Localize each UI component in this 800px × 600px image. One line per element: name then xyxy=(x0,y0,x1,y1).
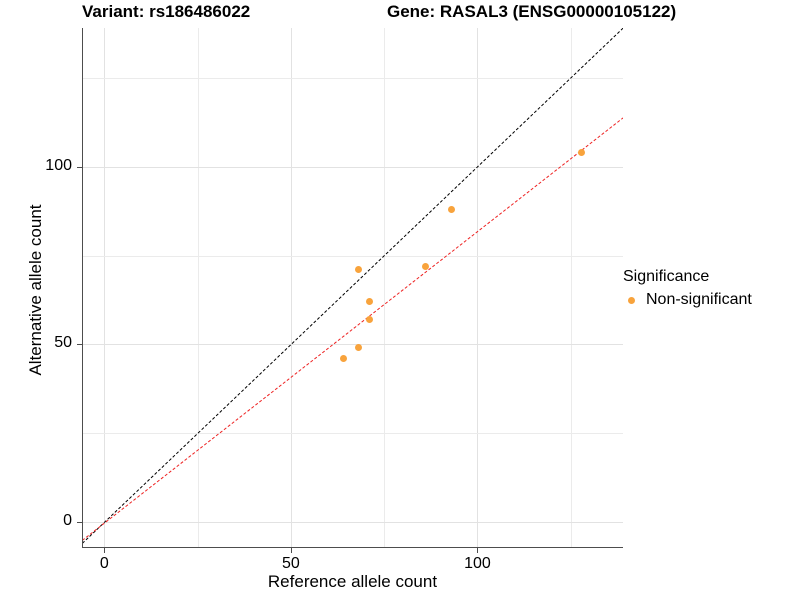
gridline-horizontal xyxy=(82,433,623,435)
y-tick xyxy=(77,522,82,524)
variant-title: Variant: rs186486022 xyxy=(82,2,251,21)
scatter-point xyxy=(365,298,373,306)
scatter-point xyxy=(578,148,586,156)
gridline-horizontal-major xyxy=(82,344,623,346)
gridline-vertical xyxy=(197,28,199,547)
scatter-point xyxy=(421,262,429,270)
y-axis-line xyxy=(82,28,83,548)
y-axis-title: Alternative allele count xyxy=(26,204,45,376)
scatter-point xyxy=(447,205,455,213)
scatter-point xyxy=(354,344,362,352)
y-tick-label: 100 xyxy=(45,156,72,174)
plot-panel xyxy=(82,28,623,547)
x-tick-label: 100 xyxy=(464,555,491,572)
x-axis-line xyxy=(82,547,623,548)
x-tick xyxy=(104,548,106,553)
gridline-horizontal-major xyxy=(82,522,623,524)
point-marker-icon xyxy=(623,292,640,309)
gridline-vertical xyxy=(570,28,572,547)
y-tick-label: 0 xyxy=(63,512,72,530)
legend: Significance Non-significant xyxy=(623,268,799,309)
gridline-vertical-major xyxy=(104,28,106,547)
x-tick xyxy=(477,548,479,553)
gridline-horizontal-major xyxy=(82,166,623,168)
gridline-vertical-major xyxy=(477,28,479,547)
y-tick xyxy=(77,166,82,168)
scatter-point xyxy=(365,315,373,323)
chart-title-row: Variant: rs186486022 Gene: RASAL3 (ENSG0… xyxy=(82,2,722,28)
fit-line xyxy=(82,116,623,541)
x-tick-label: 0 xyxy=(99,555,109,572)
legend-title: Significance xyxy=(623,268,710,285)
y-tick-label: 50 xyxy=(54,334,72,352)
legend-items: Non-significant xyxy=(623,291,799,309)
gridline-vertical-major xyxy=(290,28,292,547)
identity-line xyxy=(82,28,623,545)
x-tick-label: 50 xyxy=(282,555,300,572)
y-tick xyxy=(77,344,82,346)
x-axis-title: Reference allele count xyxy=(267,572,438,591)
legend-item[interactable]: Non-significant xyxy=(623,291,799,309)
gridline-horizontal xyxy=(82,77,623,79)
x-tick xyxy=(290,548,292,553)
gridline-horizontal xyxy=(82,255,623,257)
legend-dot xyxy=(628,296,635,304)
scatter-point xyxy=(354,266,362,274)
gene-title: Gene: RASAL3 (ENSG00000105122) xyxy=(387,2,677,21)
legend-item-label: Non-significant xyxy=(646,291,752,308)
gridline-vertical xyxy=(384,28,386,547)
scatter-point xyxy=(339,355,347,363)
